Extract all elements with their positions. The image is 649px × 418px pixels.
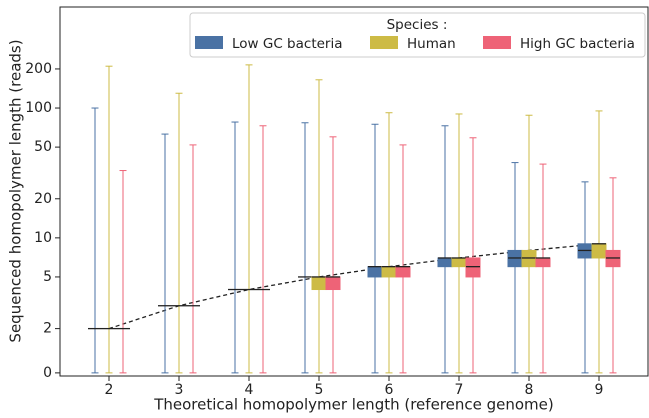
plot-area: [59, 6, 649, 377]
legend-label: Low GC bacteria: [232, 36, 343, 52]
box-group: [116, 170, 130, 374]
x-tick-label: 2: [105, 382, 114, 398]
box-group: [158, 133, 172, 374]
box-group: [591, 110, 607, 374]
box-group: [256, 125, 270, 374]
y-tick-label: 50: [34, 139, 52, 155]
box-group: [311, 79, 327, 374]
box-group: [242, 64, 256, 374]
legend-label: Human: [407, 36, 456, 52]
box-group: [186, 144, 200, 374]
y-tick-label: 2: [43, 321, 52, 337]
box-group: [507, 162, 523, 374]
x-axis-label: Theoretical homopolymer length (referenc…: [153, 396, 554, 414]
box-group: [381, 112, 397, 374]
box: [325, 276, 341, 291]
x-tick-label: 5: [315, 382, 324, 398]
box-group: [102, 65, 116, 374]
x-tick-label: 6: [385, 382, 394, 398]
y-tick-label: 20: [34, 191, 52, 207]
box: [451, 257, 467, 268]
box: [437, 257, 453, 268]
box-group: [395, 144, 411, 374]
box: [395, 266, 411, 278]
y-tick-label: 100: [25, 100, 52, 116]
box-group: [521, 114, 537, 374]
box: [535, 257, 551, 268]
x-tick-label: 9: [595, 382, 604, 398]
y-tick-label: 10: [34, 230, 52, 246]
box-group: [465, 137, 481, 374]
box: [591, 243, 607, 259]
box: [367, 266, 383, 278]
y-tick-label: 5: [43, 269, 52, 285]
box-group: [228, 121, 242, 374]
box-group: [535, 163, 551, 374]
x-tick-label: 8: [525, 382, 534, 398]
legend-title: Species :: [387, 17, 448, 33]
y-tick-label: 0: [43, 365, 52, 381]
legend-swatch: [483, 36, 511, 49]
y-axis-label: Sequenced homopolymer length (reads): [7, 39, 25, 342]
box-group: [298, 122, 312, 374]
box: [381, 266, 397, 278]
box-group: [367, 123, 383, 374]
box-group: [88, 107, 102, 374]
x-tick-label: 4: [245, 382, 254, 398]
box: [465, 257, 481, 278]
box-group: [451, 113, 467, 374]
legend-swatch: [370, 36, 398, 49]
box-group: [172, 92, 186, 374]
box-group: [605, 177, 621, 374]
legend-box: [189, 12, 646, 58]
box: [311, 276, 327, 291]
legend-swatch: [195, 36, 223, 49]
box-group: [437, 125, 453, 374]
x-tick-label: 7: [455, 382, 464, 398]
y-tick-label: 200: [25, 61, 52, 77]
legend-label: High GC bacteria: [520, 36, 635, 52]
x-tick-label: 3: [175, 382, 184, 398]
box-group: [577, 181, 593, 374]
box-group: [325, 136, 341, 374]
